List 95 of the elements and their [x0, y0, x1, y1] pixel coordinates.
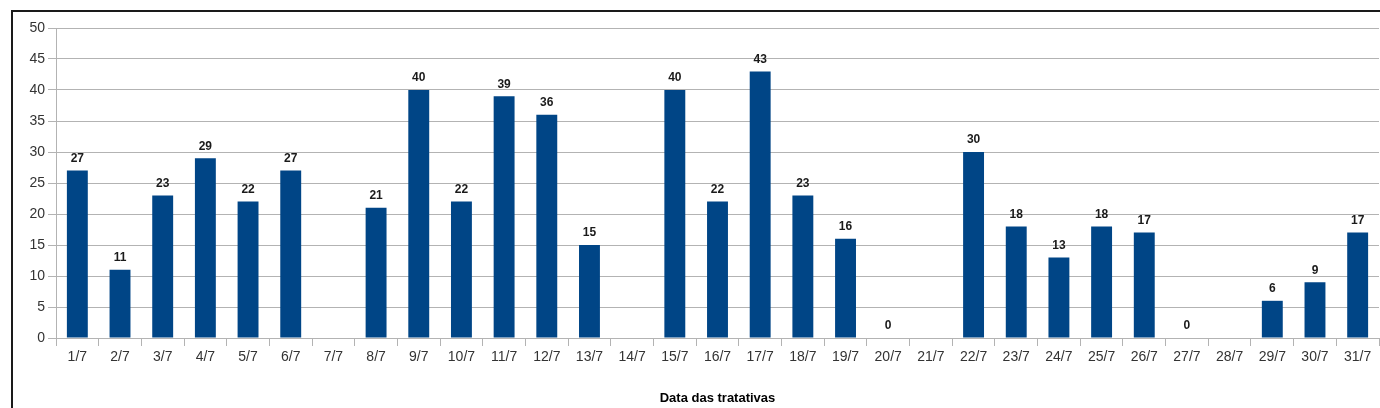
bar: [963, 152, 985, 338]
data-label: 18: [1009, 206, 1024, 221]
data-label: 29: [198, 138, 213, 153]
data-label: 27: [70, 150, 85, 165]
data-label: 22: [241, 181, 256, 196]
y-tick-label: 20: [29, 204, 46, 221]
x-tick-label: 28/7: [1216, 348, 1244, 365]
bar: [536, 114, 558, 338]
bar: [792, 195, 814, 338]
data-label: 21: [369, 188, 384, 203]
x-tick-label: 9/7: [409, 348, 429, 365]
data-label: 18: [1094, 206, 1109, 221]
data-label: 0: [1183, 318, 1191, 333]
bar: [109, 269, 131, 338]
bar: [579, 245, 600, 338]
x-tick-label: 1/7: [67, 348, 88, 365]
data-label: 13: [1052, 237, 1066, 252]
x-tick-label: 25/7: [1087, 348, 1116, 365]
bar: [408, 90, 430, 338]
bar: [1048, 257, 1070, 338]
bar: [280, 170, 302, 338]
x-tick-label: 17/7: [746, 348, 775, 365]
y-tick-label: 25: [29, 173, 46, 190]
x-tick-label: 14/7: [618, 348, 646, 365]
bar: [237, 201, 259, 338]
bar: [365, 207, 387, 338]
bar: [194, 158, 216, 338]
data-label: 40: [668, 70, 682, 85]
data-label: 39: [497, 76, 512, 91]
x-tick-label: 5/7: [238, 348, 258, 365]
data-label: 23: [796, 175, 810, 190]
x-tick-label: 20/7: [874, 348, 903, 365]
data-label: 17: [1137, 212, 1152, 227]
data-label: 40: [412, 70, 426, 85]
x-tick-label: 18/7: [789, 348, 817, 365]
x-tick-label: 29/7: [1258, 348, 1287, 365]
data-label: 9: [1311, 262, 1319, 277]
x-tick-label: 6/7: [280, 348, 301, 365]
x-tick-label: 24/7: [1045, 348, 1073, 365]
data-label: 11: [113, 250, 127, 265]
data-label: 23: [156, 175, 170, 190]
x-tick-label: 21/7: [917, 348, 945, 365]
x-tick-label: 7/7: [323, 348, 344, 365]
x-tick-label: 10/7: [447, 348, 476, 365]
data-label: 22: [710, 181, 725, 196]
x-tick-label: 8/7: [366, 348, 387, 365]
bar: [1347, 232, 1369, 338]
x-tick-label: 16/7: [703, 348, 732, 365]
bar: [1133, 232, 1155, 338]
bar: [1091, 226, 1113, 338]
x-tick-label: 2/7: [110, 348, 130, 365]
x-tick-label: 30/7: [1301, 348, 1329, 365]
bar: [493, 96, 515, 338]
bar: [66, 170, 88, 338]
x-tick-label: 31/7: [1344, 348, 1372, 365]
bar: [835, 238, 856, 338]
data-label: 22: [454, 181, 469, 196]
x-tick-label: 11/7: [491, 348, 518, 365]
data-label: 43: [753, 51, 768, 66]
y-tick-label: 15: [29, 235, 46, 252]
x-tick-label: 22/7: [959, 348, 988, 365]
y-tick-label: 40: [29, 80, 46, 97]
y-tick-label: 10: [29, 266, 46, 283]
x-tick-label: 27/7: [1173, 348, 1201, 365]
x-tick-label: 26/7: [1130, 348, 1159, 365]
y-tick-label: 35: [29, 111, 46, 128]
bar: [152, 195, 174, 338]
data-label: 0: [884, 318, 892, 333]
data-label: 15: [582, 225, 597, 240]
bar: [707, 201, 728, 338]
x-tick-label: 19/7: [831, 348, 860, 365]
y-tick-label: 45: [29, 49, 46, 66]
x-tick-label: 15/7: [661, 348, 689, 365]
x-tick-label: 13/7: [575, 348, 604, 365]
y-tick-label: 50: [29, 18, 46, 35]
data-label: 30: [966, 132, 981, 147]
y-tick-label: 30: [29, 142, 46, 159]
data-label: 16: [838, 219, 853, 234]
x-tick-label: 3/7: [152, 348, 173, 365]
bar: [1304, 282, 1326, 338]
data-label: 17: [1350, 212, 1365, 227]
bar: [1261, 300, 1283, 338]
bar: [749, 71, 771, 338]
y-tick-label: 5: [37, 297, 46, 314]
y-tick-label: 0: [37, 328, 46, 345]
x-tick-label: 4/7: [195, 348, 216, 365]
bar: [1005, 226, 1027, 338]
x-axis-title: Data das tratativas: [659, 389, 776, 405]
data-label: 36: [540, 95, 554, 110]
x-tick-label: 12/7: [533, 348, 561, 365]
data-label: 6: [1268, 281, 1276, 296]
x-tick-label: 23/7: [1002, 348, 1031, 365]
data-label: 27: [284, 150, 298, 165]
bar: [450, 201, 472, 338]
bar: [664, 90, 686, 338]
